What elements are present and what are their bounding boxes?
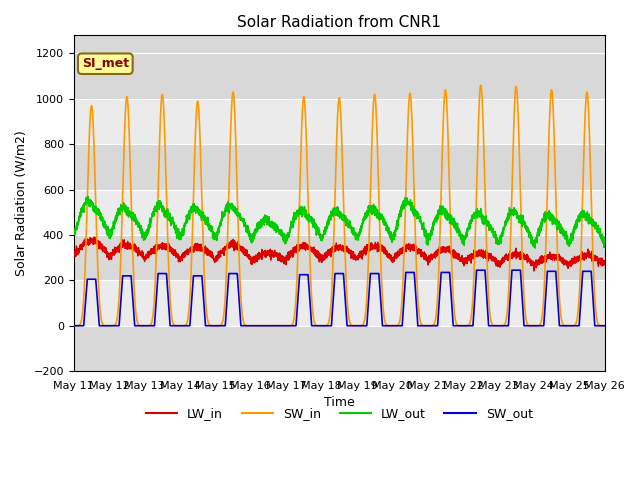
LW_in: [600, 259, 608, 264]
LW_out: [458, 234, 466, 240]
SW_in: [477, 83, 484, 88]
SW_out: [429, 323, 436, 329]
Text: SI_met: SI_met: [82, 57, 129, 70]
LW_out: [600, 245, 608, 251]
Legend: LW_in, SW_in, LW_out, SW_out: LW_in, SW_in, LW_out, SW_out: [141, 402, 538, 425]
SW_out: [319, 323, 327, 329]
SW_in: [319, 323, 327, 329]
LW_in: [458, 255, 466, 261]
LW_in: [70, 253, 77, 259]
Y-axis label: Solar Radiation (W/m2): Solar Radiation (W/m2): [15, 131, 28, 276]
Bar: [74, 280, 605, 326]
SW_in: [70, 323, 77, 329]
SW_in: [429, 323, 436, 328]
SW_out: [601, 323, 609, 329]
Line: SW_out: SW_out: [74, 270, 605, 326]
Bar: [74, 99, 605, 144]
LW_out: [165, 213, 173, 219]
LW_in: [91, 234, 99, 240]
SW_out: [473, 267, 481, 273]
SW_out: [458, 323, 466, 329]
SW_in: [488, 321, 496, 327]
Title: Solar Radiation from CNR1: Solar Radiation from CNR1: [237, 15, 441, 30]
Bar: [74, 190, 605, 235]
Line: LW_in: LW_in: [74, 237, 605, 271]
X-axis label: Time: Time: [324, 396, 355, 409]
SW_in: [601, 323, 609, 329]
LW_in: [319, 256, 327, 262]
LW_out: [319, 233, 327, 239]
LW_out: [429, 228, 436, 233]
LW_in: [488, 258, 496, 264]
LW_in: [429, 255, 436, 261]
LW_in: [601, 258, 609, 264]
SW_out: [600, 323, 608, 329]
SW_out: [488, 323, 496, 329]
LW_out: [488, 227, 496, 233]
LW_out: [84, 193, 92, 199]
LW_out: [601, 235, 609, 240]
LW_out: [531, 245, 539, 251]
SW_in: [458, 323, 466, 329]
LW_in: [530, 268, 538, 274]
SW_in: [600, 323, 608, 329]
Line: LW_out: LW_out: [74, 196, 605, 248]
SW_out: [70, 323, 77, 329]
SW_in: [165, 276, 173, 282]
SW_out: [165, 310, 173, 315]
Line: SW_in: SW_in: [74, 85, 605, 326]
LW_in: [165, 242, 173, 248]
LW_out: [70, 229, 77, 235]
